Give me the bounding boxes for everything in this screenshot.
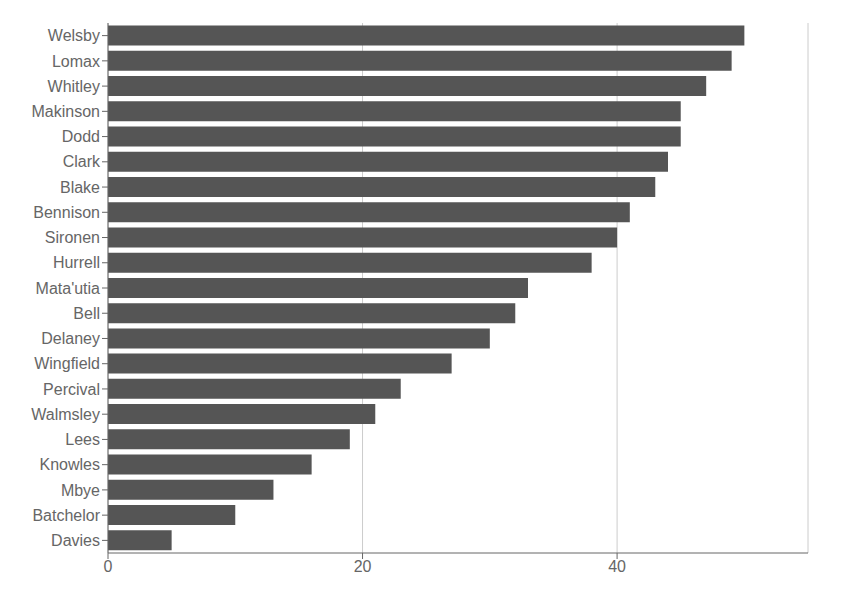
svg-text:Delaney: Delaney <box>41 330 100 347</box>
svg-text:Lees: Lees <box>65 431 100 448</box>
svg-text:Mata'utia: Mata'utia <box>36 280 101 297</box>
svg-text:Wingfield: Wingfield <box>34 355 100 372</box>
svg-text:Percival: Percival <box>43 381 100 398</box>
svg-text:40: 40 <box>608 558 626 575</box>
svg-text:Davies: Davies <box>51 532 100 549</box>
svg-text:Batchelor: Batchelor <box>32 507 100 524</box>
svg-text:Welsby: Welsby <box>48 27 100 44</box>
svg-text:Dodd: Dodd <box>62 128 100 145</box>
svg-text:Sironen: Sironen <box>45 229 100 246</box>
svg-text:Hurrell: Hurrell <box>53 254 100 271</box>
svg-text:Bennison: Bennison <box>33 204 100 221</box>
svg-text:Walmsley: Walmsley <box>31 406 100 423</box>
svg-text:Lomax: Lomax <box>52 53 100 70</box>
svg-text:20: 20 <box>354 558 372 575</box>
svg-text:Knowles: Knowles <box>40 456 100 473</box>
svg-text:Clark: Clark <box>63 153 101 170</box>
svg-text:Bell: Bell <box>73 305 100 322</box>
svg-text:Makinson: Makinson <box>32 103 100 120</box>
svg-text:Mbye: Mbye <box>61 482 100 499</box>
svg-text:Blake: Blake <box>60 179 100 196</box>
svg-text:Whitley: Whitley <box>48 78 100 95</box>
svg-text:0: 0 <box>104 558 113 575</box>
